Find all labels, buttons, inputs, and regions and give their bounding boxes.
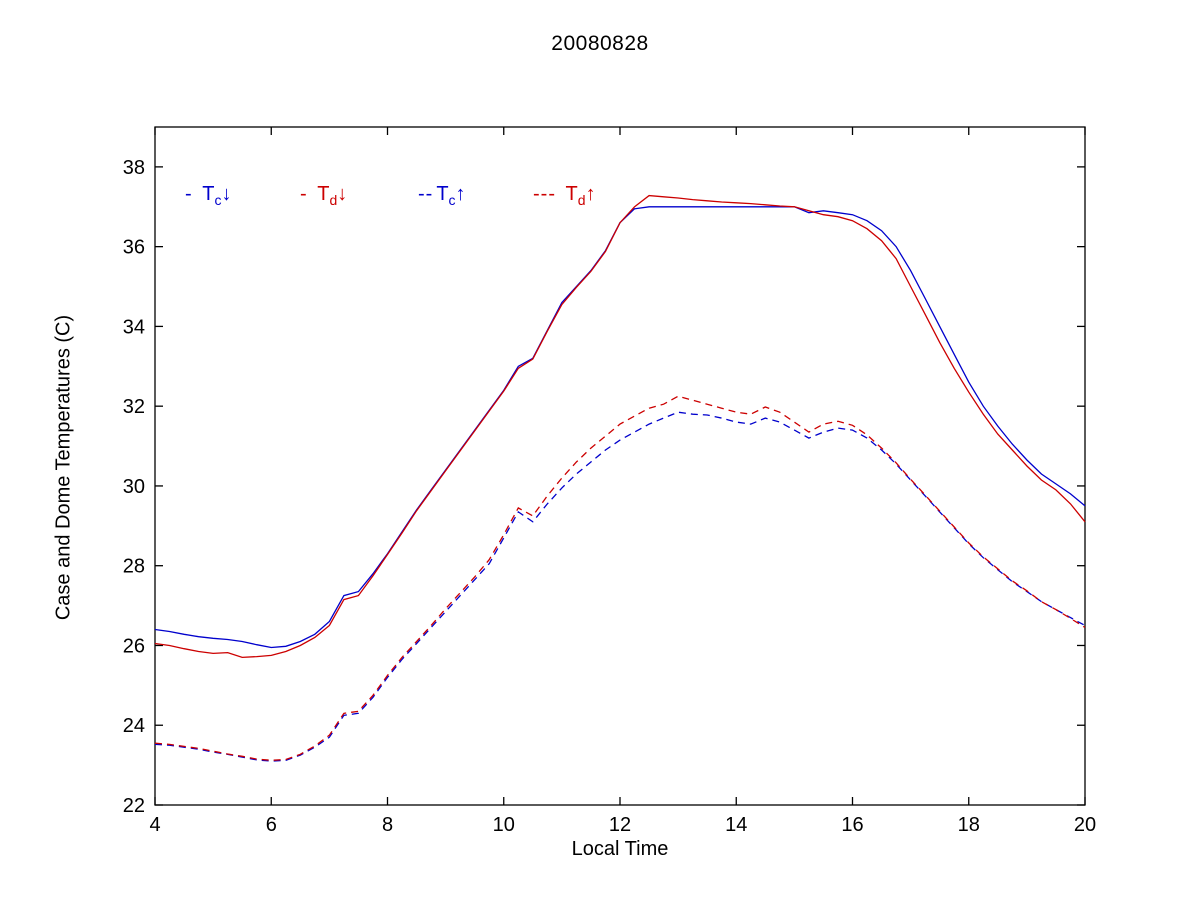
y-axis-label: Case and Dome Temperatures (C) — [52, 314, 75, 621]
y-tick-label: 24 — [123, 715, 145, 737]
y-tick-label: 22 — [123, 795, 145, 817]
y-tick-label: 36 — [123, 237, 145, 259]
x-tick-label: 10 — [493, 814, 515, 836]
x-axis-label: Local Time — [571, 838, 669, 860]
x-tick-label: 8 — [382, 814, 393, 836]
chart-title: 20080828 — [551, 32, 649, 55]
x-tick-label: 14 — [725, 814, 747, 836]
y-tick-label: 38 — [123, 157, 145, 179]
y-tick-label: 26 — [123, 635, 145, 657]
series-td-down — [154, 194, 1086, 659]
series-td-up — [154, 395, 1086, 761]
y-tick-label: 30 — [123, 476, 145, 498]
y-tick-label: 34 — [123, 316, 145, 338]
y-tick-label: 32 — [123, 396, 145, 418]
x-tick-label: 18 — [958, 814, 980, 836]
x-tick-label: 6 — [266, 814, 277, 836]
x-tick-label: 20 — [1074, 814, 1096, 836]
x-tick-label: 12 — [609, 814, 631, 836]
x-tick-label: 4 — [149, 814, 160, 836]
y-tick-label: 28 — [123, 556, 145, 578]
series-tc-up — [154, 411, 1086, 762]
axes-box — [154, 126, 1086, 806]
series-tc-down — [154, 206, 1086, 649]
x-tick-label: 16 — [841, 814, 863, 836]
